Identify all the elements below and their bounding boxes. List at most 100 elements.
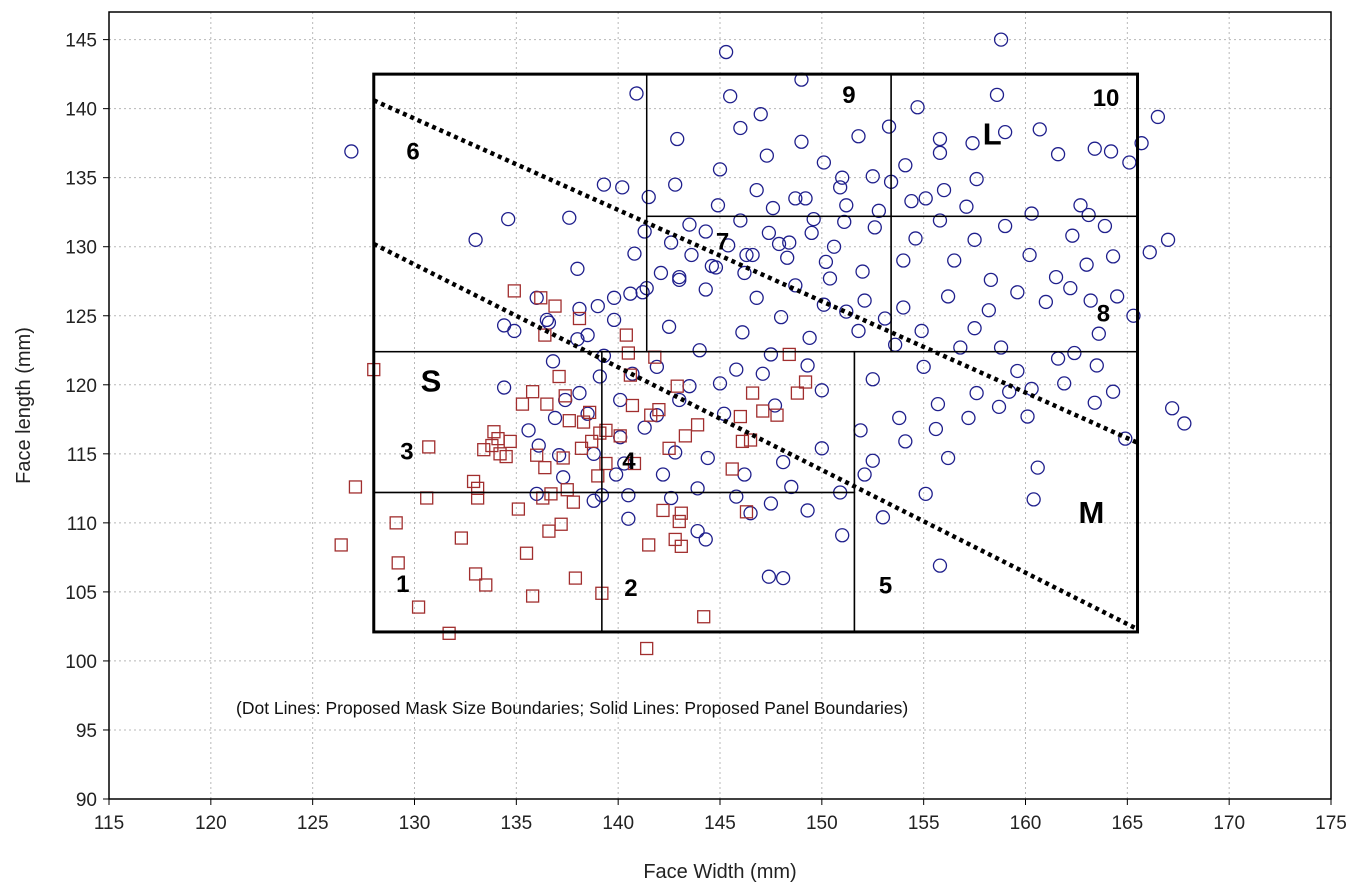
- data-point-circle: [898, 158, 913, 173]
- data-point-circle: [761, 225, 777, 241]
- data-point-square: [391, 556, 405, 570]
- y-tick-label: 115: [67, 445, 97, 466]
- data-point-circle: [529, 290, 544, 305]
- data-point-circle: [806, 211, 821, 227]
- data-point-square: [674, 506, 688, 520]
- data-point-circle: [539, 312, 555, 328]
- data-point-circle: [344, 144, 359, 159]
- data-point-circle: [743, 506, 758, 521]
- data-point-circle: [749, 290, 764, 305]
- data-point-circle: [704, 258, 720, 274]
- data-point-square: [348, 480, 363, 494]
- data-point-circle: [851, 129, 866, 144]
- data-point-circle: [908, 231, 923, 246]
- y-axis-title: Face length (mm): [13, 327, 35, 484]
- grid-layer: [109, 12, 1331, 799]
- y-tick-label: 145: [65, 31, 97, 52]
- data-point-circle: [720, 238, 736, 253]
- data-point-circle: [773, 309, 789, 325]
- data-point-square: [470, 481, 485, 495]
- data-point-circle: [1110, 289, 1125, 304]
- data-point-circle: [496, 380, 512, 395]
- data-point-circle: [1024, 206, 1039, 221]
- data-point-circle: [857, 293, 872, 308]
- data-point-circle: [1134, 136, 1149, 151]
- data-point-circle: [621, 488, 636, 503]
- data-point-circle: [851, 323, 866, 339]
- y-tick-label: 140: [65, 100, 97, 121]
- data-point-circle: [930, 396, 946, 412]
- data-point-circle: [556, 470, 571, 485]
- data-point-circle: [1073, 198, 1088, 213]
- data-point-circle: [698, 282, 713, 297]
- data-point-square: [499, 449, 513, 464]
- data-point-square: [479, 578, 493, 592]
- mask-size-label: S: [421, 364, 442, 399]
- panel-layer: [372, 72, 1140, 634]
- data-point-circle: [932, 131, 948, 147]
- data-point-circle: [800, 358, 815, 373]
- data-point-square: [566, 495, 581, 509]
- x-tick-label: 140: [602, 813, 634, 834]
- data-point-circle: [997, 218, 1013, 234]
- data-point-circle: [1083, 293, 1098, 308]
- data-point-square: [745, 386, 760, 400]
- data-point-circle: [698, 532, 713, 547]
- data-point-circle: [804, 225, 819, 241]
- data-point-circle: [649, 359, 665, 374]
- data-point-square: [334, 538, 348, 552]
- data-point-circle: [1089, 358, 1104, 373]
- data-point-square: [511, 502, 526, 516]
- data-point-circle: [1020, 409, 1035, 424]
- data-point-circle: [865, 169, 880, 184]
- data-point-circle: [814, 383, 829, 398]
- data-point-square: [585, 434, 599, 449]
- data-point-square: [621, 346, 635, 360]
- data-point-circle: [1142, 245, 1157, 260]
- data-point-circle: [1126, 308, 1141, 323]
- data-point-circle: [1038, 294, 1054, 310]
- data-point-circle: [867, 220, 882, 235]
- point-layer: [334, 32, 1192, 656]
- data-point-circle: [572, 301, 587, 317]
- panel-boundary: [601, 491, 856, 633]
- data-point-circle: [940, 289, 956, 304]
- data-point-square: [613, 429, 627, 443]
- data-point-circle: [1081, 207, 1096, 223]
- data-point-circle: [1032, 122, 1047, 137]
- data-point-circle: [1164, 401, 1180, 416]
- data-point-circle: [969, 171, 984, 187]
- data-point-circle: [682, 217, 697, 232]
- data-point-circle: [1079, 257, 1094, 272]
- data-point-square: [538, 328, 552, 342]
- data-point-circle: [765, 200, 781, 216]
- data-point-circle: [993, 32, 1009, 47]
- data-point-circle: [655, 467, 671, 482]
- data-point-circle: [468, 232, 483, 247]
- data-point-square: [670, 379, 684, 393]
- data-point-square: [540, 397, 554, 411]
- data-point-square: [515, 397, 530, 411]
- data-point-square: [619, 328, 633, 342]
- data-point-circle: [1050, 147, 1066, 162]
- mask-size-label: M: [1078, 495, 1104, 530]
- data-point-circle: [606, 290, 622, 305]
- data-point-circle: [545, 354, 561, 369]
- mask-size-label: L: [983, 117, 1002, 152]
- data-point-circle: [875, 510, 891, 525]
- data-point-circle: [991, 399, 1007, 415]
- data-point-square: [477, 443, 491, 457]
- data-point-circle: [1048, 269, 1064, 285]
- data-point-circle: [816, 297, 832, 312]
- data-point-circle: [570, 261, 585, 276]
- data-point-square: [556, 451, 570, 465]
- data-point-circle: [1030, 460, 1045, 475]
- data-point-circle: [947, 253, 962, 268]
- data-point-square: [525, 589, 540, 603]
- data-point-circle: [1010, 285, 1025, 300]
- y-tick-label: 130: [65, 238, 97, 259]
- data-point-circle: [1065, 228, 1080, 243]
- data-point-square: [662, 441, 676, 455]
- data-point-square: [420, 491, 434, 505]
